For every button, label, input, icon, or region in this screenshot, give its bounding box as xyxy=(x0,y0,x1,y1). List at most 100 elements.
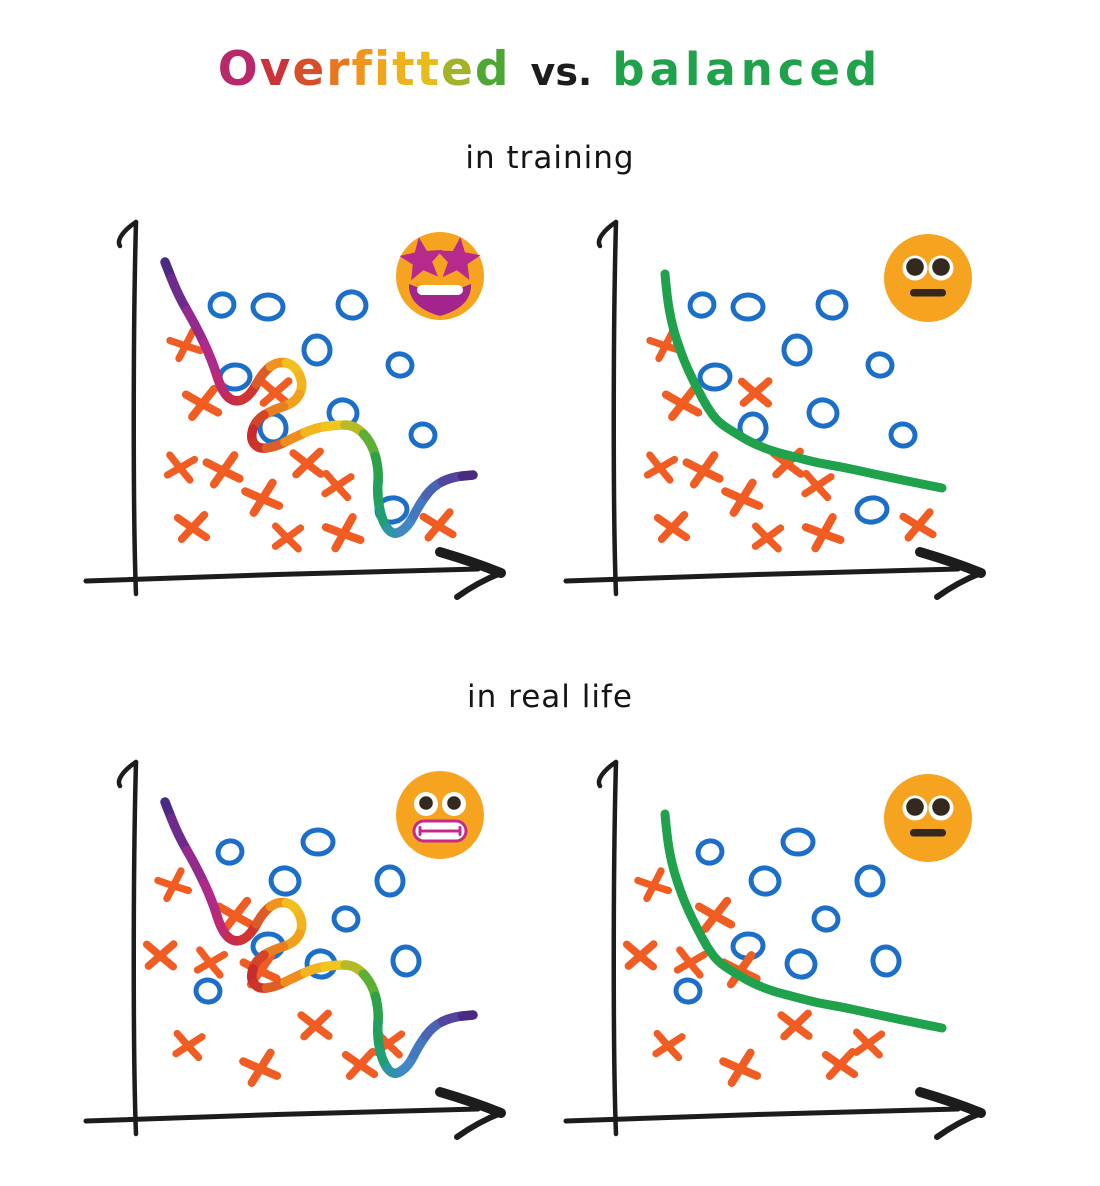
data-point-circle xyxy=(780,827,816,857)
data-point-cross xyxy=(202,451,244,489)
data-point-cross xyxy=(777,1009,813,1041)
y-axis xyxy=(131,759,139,1137)
data-point-cross xyxy=(289,447,325,479)
star-eye xyxy=(436,237,481,280)
axes xyxy=(83,219,506,600)
axes xyxy=(563,219,986,600)
title-letter: t xyxy=(416,42,441,97)
x-axis-arrowhead xyxy=(934,570,984,600)
x-axis-arrowhead xyxy=(435,1087,506,1118)
data-point-cross xyxy=(241,478,284,517)
data-point-circle xyxy=(673,977,703,1005)
title-letter: v xyxy=(259,42,293,97)
data-point-circle xyxy=(687,291,717,319)
title-letter: d xyxy=(474,42,511,97)
data-point-cross xyxy=(181,384,223,421)
data-point-cross xyxy=(737,377,773,408)
x-axis-arrowhead xyxy=(934,1110,984,1140)
data-point-circle xyxy=(215,838,245,866)
data-point-circle xyxy=(300,827,336,857)
data-point-circle xyxy=(730,292,766,322)
x-axis xyxy=(83,566,481,584)
data-point-circle xyxy=(748,865,782,897)
page-title: Overfitted vs. balanced xyxy=(0,42,1100,97)
star-struck-emoji xyxy=(396,232,484,320)
data-point-cross xyxy=(142,940,178,971)
neutral-face-emoji xyxy=(884,234,972,322)
data-point-circle xyxy=(870,944,902,978)
chart-balanced-real-life xyxy=(563,759,986,1140)
y-axis-arrowhead xyxy=(596,759,619,789)
data-point-circle xyxy=(331,905,361,933)
data-point-cross xyxy=(751,522,785,553)
title-letter: e xyxy=(441,42,475,97)
data-point-circle xyxy=(695,838,725,866)
chart-balanced-training xyxy=(563,219,986,600)
data-point-cross xyxy=(154,867,193,903)
y-axis xyxy=(611,219,619,597)
grimacing-face-emoji xyxy=(396,771,484,859)
data-point-cross xyxy=(239,1048,282,1087)
data-point-circle xyxy=(815,289,849,321)
data-point-circle xyxy=(865,351,895,379)
data-point-cross xyxy=(172,1029,206,1062)
data-point-circle xyxy=(335,289,369,321)
data-point-cross xyxy=(852,1028,886,1059)
data-point-circle xyxy=(207,291,237,319)
decision-boundary-balanced xyxy=(660,809,947,1033)
data-point-cross xyxy=(173,510,211,543)
axes xyxy=(563,759,986,1140)
data-point-cross xyxy=(419,508,457,542)
data-point-circle xyxy=(193,977,223,1005)
y-axis-arrowhead xyxy=(116,219,139,249)
decision-boundary-overfitted xyxy=(160,257,478,538)
data-point-circle xyxy=(268,865,302,897)
data-point-cross xyxy=(271,522,305,553)
title-vs: vs. xyxy=(530,50,593,94)
teeth xyxy=(417,285,463,295)
data-point-circle xyxy=(697,362,733,392)
data-point-cross xyxy=(166,327,205,363)
x-axis-arrowhead xyxy=(435,547,506,578)
neutral-face-emoji xyxy=(884,774,972,862)
title-letter: t xyxy=(392,42,417,97)
title-letter: e xyxy=(292,42,327,97)
data-point-cross xyxy=(321,513,365,553)
title-letter: O xyxy=(217,42,260,97)
chart-overfitted-training xyxy=(83,219,506,600)
x-axis xyxy=(563,1106,961,1124)
data-point-cross xyxy=(634,867,673,903)
title-letter: f xyxy=(351,42,374,97)
flat-mouth xyxy=(910,829,946,837)
data-point-cross xyxy=(341,1047,379,1080)
title-balanced: balanced xyxy=(612,43,883,96)
data-point-cross xyxy=(721,478,764,517)
data-point-circle xyxy=(781,333,813,367)
data-point-cross xyxy=(661,384,703,421)
data-point-cross xyxy=(653,510,691,543)
data-point-cross xyxy=(801,513,845,553)
decision-boundary-balanced xyxy=(660,269,947,493)
data-point-cross xyxy=(801,469,835,502)
data-point-cross xyxy=(899,508,937,542)
data-point-cross xyxy=(652,1029,686,1062)
data-point-circle xyxy=(250,292,286,322)
data-point-circle xyxy=(854,495,890,525)
data-point-circle xyxy=(374,864,406,898)
data-point-circle xyxy=(385,351,415,379)
data-point-cross xyxy=(821,1047,859,1080)
data-point-circle xyxy=(301,333,333,367)
title-overfitted: Overfitted xyxy=(218,42,511,97)
data-point-circle xyxy=(811,905,841,933)
data-point-cross xyxy=(673,946,709,979)
y-axis xyxy=(131,219,139,597)
y-axis xyxy=(611,759,619,1137)
star-eye xyxy=(399,237,443,281)
data-point-circle xyxy=(888,421,918,449)
section-label-training: in training xyxy=(465,140,635,176)
chart-overfitted-real-life xyxy=(83,759,506,1140)
data-point-circle xyxy=(854,864,886,898)
data-point-cross xyxy=(214,896,256,933)
x-axis-arrowhead xyxy=(915,1087,986,1118)
